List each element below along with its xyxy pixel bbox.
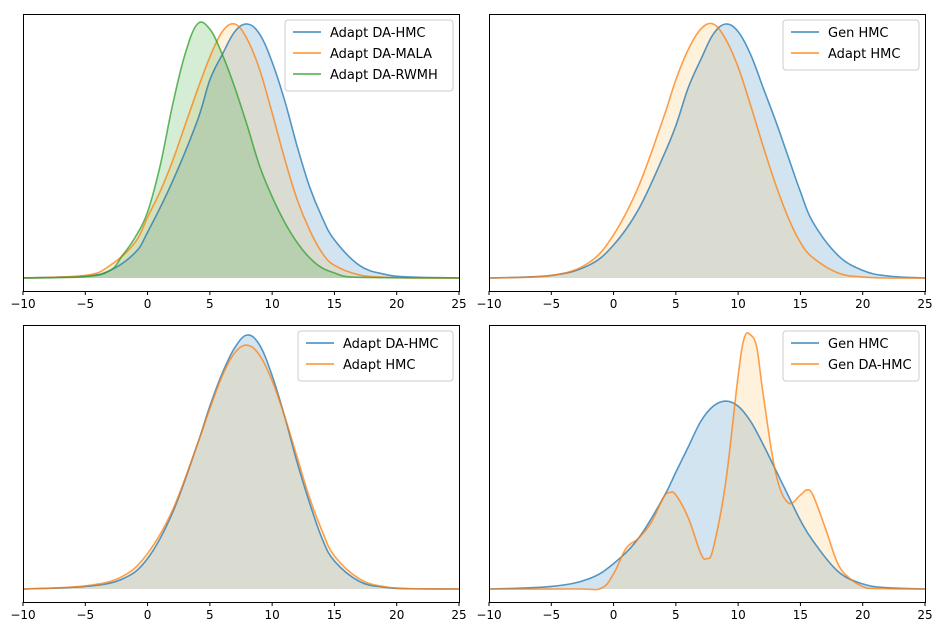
series-line-gen-hmc [489, 23, 925, 279]
x-tick-label: 20 [855, 608, 870, 622]
x-tick-label: 5 [206, 297, 214, 311]
legend: Adapt DA-HMC Adapt HMC [297, 330, 454, 382]
x-tick-label: 15 [793, 608, 808, 622]
x-tick-label: 25 [917, 608, 932, 622]
x-tick-label: 0 [610, 608, 618, 622]
series-fill-adapt-hmc [489, 23, 925, 279]
axes-frame [23, 325, 460, 603]
legend-label: Gen HMC [828, 26, 889, 41]
x-tick-label: 5 [672, 608, 680, 622]
legend-label: Adapt DA-HMC [330, 26, 426, 41]
x-tick-label: 25 [451, 297, 466, 311]
series-fill-gen-hmc [489, 401, 925, 589]
x-tick-label: −10 [10, 608, 35, 622]
series-fill-adapt-hmc [23, 345, 459, 589]
x-tick-label: −5 [76, 297, 94, 311]
legend: Gen HMC Gen DA-HMC [782, 330, 920, 382]
series-line-adapt-hmc [23, 344, 459, 590]
axes-frame [23, 14, 460, 292]
x-tick-label: 15 [793, 297, 808, 311]
legend: Adapt DA-HMC Adapt DA-MALA Adapt DA-RWMH [284, 19, 454, 92]
plot-area [23, 21, 459, 279]
x-tick-label: −10 [476, 608, 501, 622]
x-tick-label: 15 [327, 608, 342, 622]
plot-area [489, 22, 925, 279]
series-fill-gen-da-hmc [489, 332, 925, 590]
x-tick-label: 5 [672, 297, 680, 311]
series-fill-gen-hmc [489, 23, 925, 278]
axes-frame [489, 325, 926, 603]
x-tick-label: −5 [542, 297, 560, 311]
x-tick-label: 5 [206, 608, 214, 622]
legend-label: Gen DA-HMC [828, 358, 912, 373]
x-tick-label: −5 [542, 608, 560, 622]
x-tick-label: 0 [610, 297, 618, 311]
series-line-gen-da-hmc [489, 332, 925, 591]
series-line-adapt-hmc [489, 22, 925, 279]
legend-label: Adapt HMC [343, 358, 415, 373]
x-tick-label: 25 [917, 297, 932, 311]
series-fill-adapt-da-rwmh [23, 22, 459, 279]
panel-top-right: −10 −5 0 5 10 15 20 25 Gen HMC Adapt HMC [476, 14, 933, 311]
panel-bottom-left: −10 −5 0 5 10 15 20 25 Adapt DA-HMC Adapt HMC [10, 325, 467, 622]
panel-bottom-right: −10 −5 0 5 10 15 20 25 Gen HMC Gen DA-HMC [476, 325, 933, 622]
x-tick-label: 25 [451, 608, 466, 622]
x-tick-label: −10 [476, 297, 501, 311]
x-tick-label: 20 [389, 297, 404, 311]
plot-area [489, 332, 925, 591]
x-tick-label: −10 [10, 297, 35, 311]
x-tick-label: 0 [144, 297, 152, 311]
x-tick-label: 20 [389, 608, 404, 622]
plot-area [23, 334, 459, 590]
series-fill-adapt-da-hmc [23, 334, 459, 589]
axes-frame [489, 14, 926, 292]
legend-label: Gen HMC [828, 337, 889, 352]
x-tick-label: 10 [731, 608, 746, 622]
series-line-adapt-da-mala [23, 22, 459, 279]
legend-label: Adapt DA-HMC [343, 337, 439, 352]
series-fill-adapt-da-hmc [23, 23, 459, 278]
panel-top-left: −10 −5 0 5 10 15 20 25 Adapt DA-HMC Adapt DA-MALA… [10, 14, 467, 311]
x-tick-label: 0 [144, 608, 152, 622]
series-line-adapt-da-hmc [23, 23, 459, 279]
legend-label: Adapt DA-MALA [330, 47, 432, 62]
series-line-adapt-da-hmc [23, 334, 459, 590]
x-tick-label: 10 [731, 297, 746, 311]
x-tick-label: 15 [327, 297, 342, 311]
x-tick-label: 10 [265, 297, 280, 311]
x-tick-label: 10 [265, 608, 280, 622]
series-fill-adapt-da-mala [23, 23, 459, 279]
series-line-gen-hmc [489, 400, 925, 590]
legend-label: Adapt DA-RWMH [330, 68, 438, 83]
series-line-adapt-da-rwmh [23, 21, 459, 279]
legend: Gen HMC Adapt HMC [782, 19, 920, 71]
x-tick-label: −5 [76, 608, 94, 622]
legend-label: Adapt HMC [828, 47, 900, 62]
x-tick-label: 20 [855, 297, 870, 311]
